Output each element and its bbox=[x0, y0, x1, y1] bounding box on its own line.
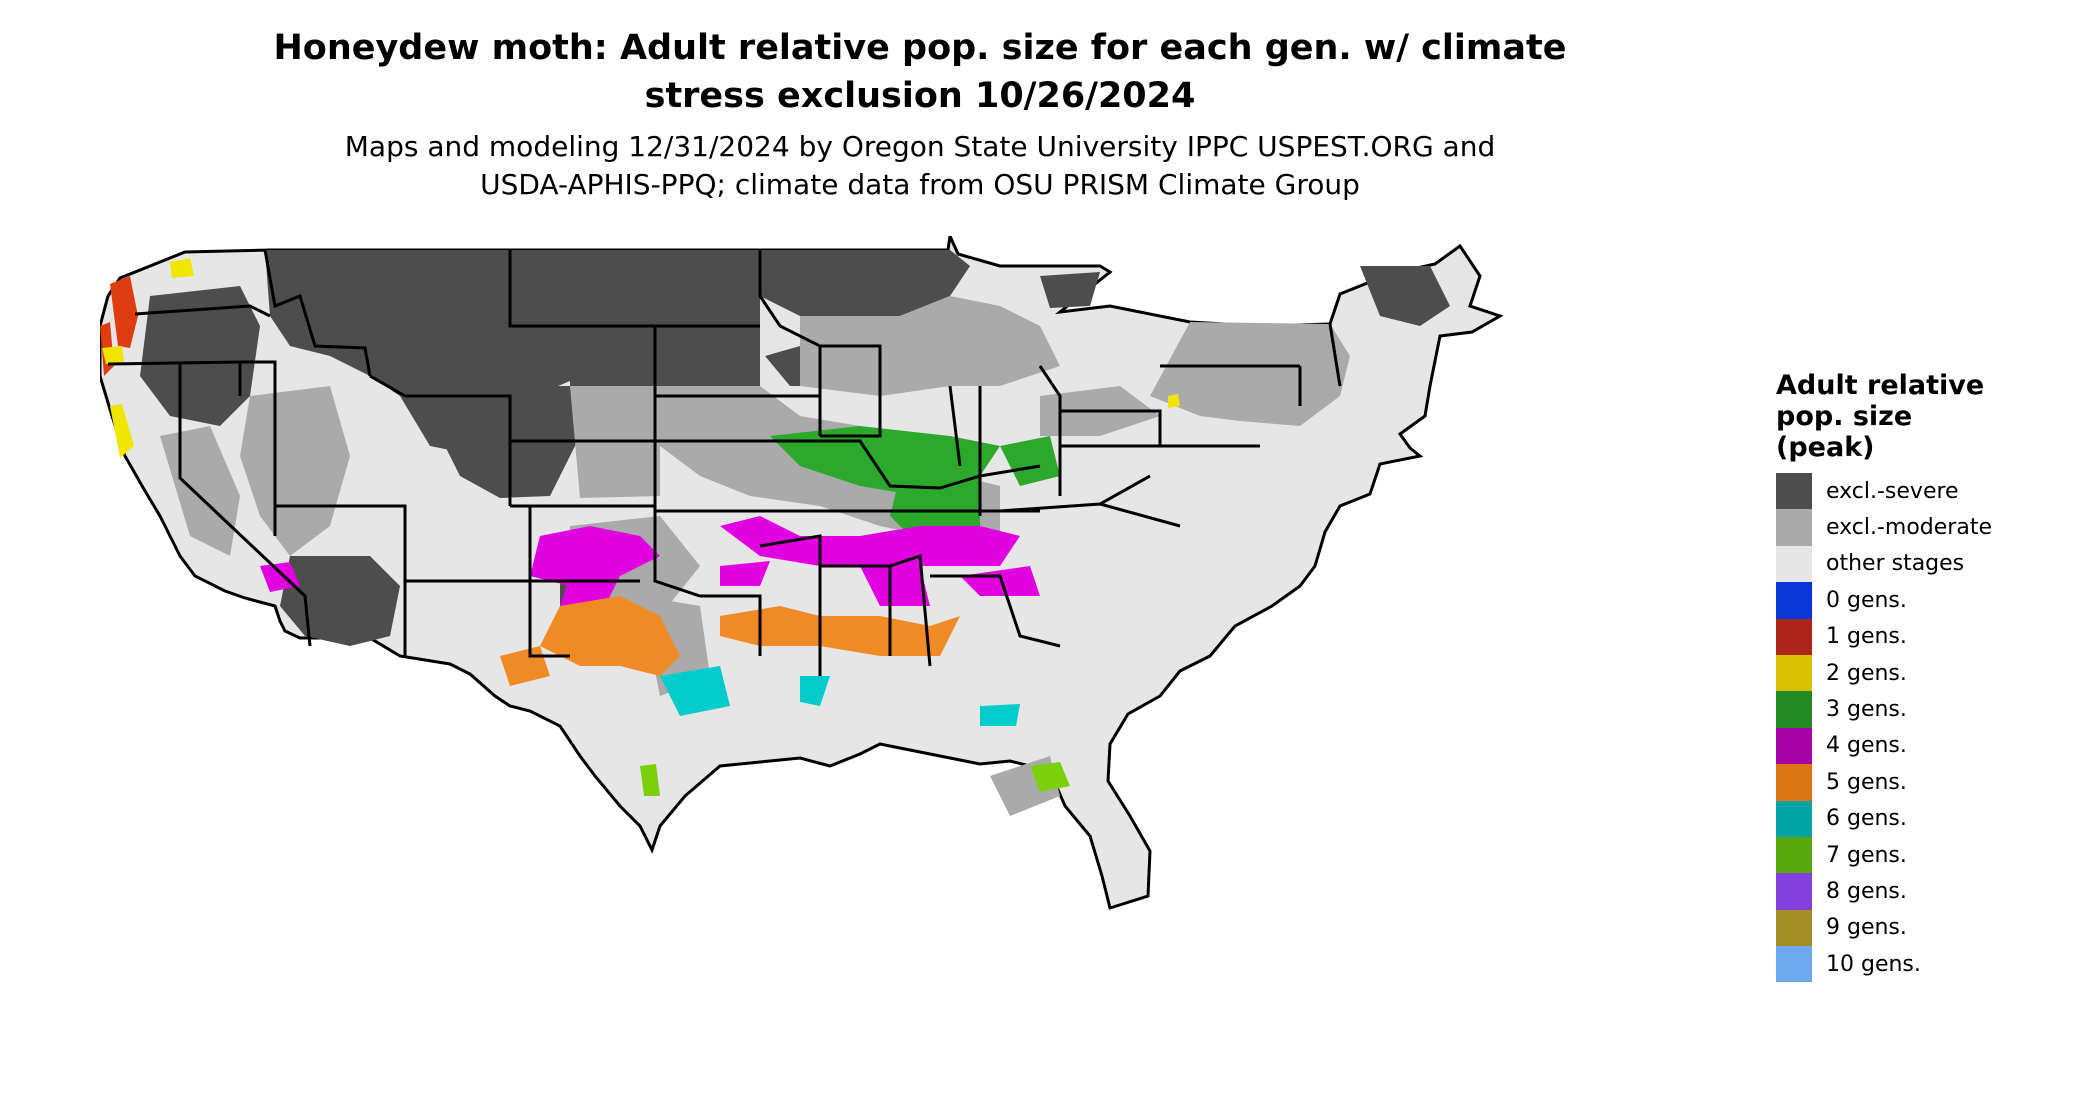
legend-swatch bbox=[1776, 727, 1812, 765]
legend-swatch bbox=[1776, 509, 1812, 546]
legend-item: 1 gens. bbox=[1776, 618, 2096, 655]
legend-title-line-2: pop. size bbox=[1776, 401, 1913, 432]
legend-label: 10 gens. bbox=[1826, 951, 1921, 977]
legend-label: excl.-moderate bbox=[1826, 515, 1992, 541]
map-subtitle-line-2: USDA-APHIS-PPQ; climate data from OSU PR… bbox=[480, 168, 1360, 201]
legend-item: 0 gens. bbox=[1776, 582, 2096, 619]
legend-label: 8 gens. bbox=[1826, 878, 1907, 904]
legend-swatch bbox=[1776, 873, 1812, 910]
legend-item: other stages bbox=[1776, 545, 2096, 583]
map-subtitle: Maps and modeling 12/31/2024 by Oregon S… bbox=[0, 128, 1840, 204]
legend-label: 5 gens. bbox=[1826, 769, 1907, 795]
legend-label: 9 gens. bbox=[1826, 915, 1907, 941]
legend-item: 5 gens. bbox=[1776, 764, 2096, 801]
legend-label: 6 gens. bbox=[1826, 806, 1907, 832]
legend-item: 8 gens. bbox=[1776, 873, 2096, 910]
legend-title-line-1: Adult relative bbox=[1776, 370, 1985, 401]
legend-label: 7 gens. bbox=[1826, 842, 1907, 868]
legend-item: 9 gens. bbox=[1776, 909, 2096, 947]
legend-swatch bbox=[1776, 764, 1812, 801]
state-boundaries bbox=[107, 249, 1342, 676]
gen-6-regions bbox=[660, 666, 1020, 726]
legend-label: 2 gens. bbox=[1826, 660, 1907, 686]
legend-swatch bbox=[1776, 654, 1812, 692]
gen-2-regions bbox=[102, 258, 1180, 458]
legend-title: Adult relative pop. size (peak) bbox=[1776, 370, 2096, 463]
legend-swatch bbox=[1776, 473, 1812, 510]
legend-item: 6 gens. bbox=[1776, 800, 2096, 837]
map-title-line-2: stress exclusion 10/26/2024 bbox=[644, 76, 1196, 116]
map-title-line-1: Honeydew moth: Adult relative pop. size … bbox=[273, 28, 1567, 68]
legend-label: other stages bbox=[1826, 551, 1965, 577]
legend-item: 7 gens. bbox=[1776, 836, 2096, 874]
legend-swatch bbox=[1776, 836, 1812, 874]
legend-swatch bbox=[1776, 800, 1812, 837]
legend-label: 3 gens. bbox=[1826, 697, 1907, 723]
gen-7-regions bbox=[640, 762, 1070, 796]
map-subtitle-line-1: Maps and modeling 12/31/2024 by Oregon S… bbox=[344, 130, 1496, 163]
legend-items: excl.-severe excl.-moderate other stages 0 … bbox=[1776, 473, 2096, 983]
legend-title-line-3: (peak) bbox=[1776, 432, 1875, 463]
excl-severe-regions bbox=[140, 250, 1450, 646]
legend-swatch bbox=[1776, 691, 1812, 728]
legend-item: excl.-severe bbox=[1776, 473, 2096, 510]
legend-label: excl.-severe bbox=[1826, 478, 1959, 504]
legend-label: 1 gens. bbox=[1826, 624, 1907, 650]
legend-item: 2 gens. bbox=[1776, 654, 2096, 692]
legend-label: 4 gens. bbox=[1826, 733, 1907, 759]
us-map bbox=[100, 236, 1504, 910]
map-title: Honeydew moth: Adult relative pop. size … bbox=[0, 24, 1840, 120]
legend-swatch bbox=[1776, 582, 1812, 619]
legend-item: 10 gens. bbox=[1776, 946, 2096, 983]
legend-item: 4 gens. bbox=[1776, 727, 2096, 765]
legend-swatch bbox=[1776, 909, 1812, 947]
legend-label: 0 gens. bbox=[1826, 587, 1907, 613]
legend-swatch bbox=[1776, 946, 1812, 983]
legend-item: excl.-moderate bbox=[1776, 509, 2096, 546]
legend-swatch bbox=[1776, 545, 1812, 583]
legend-item: 3 gens. bbox=[1776, 691, 2096, 728]
gen-4-regions bbox=[260, 516, 1040, 616]
legend-swatch bbox=[1776, 618, 1812, 655]
legend: Adult relative pop. size (peak) excl.-se… bbox=[1776, 370, 2096, 983]
